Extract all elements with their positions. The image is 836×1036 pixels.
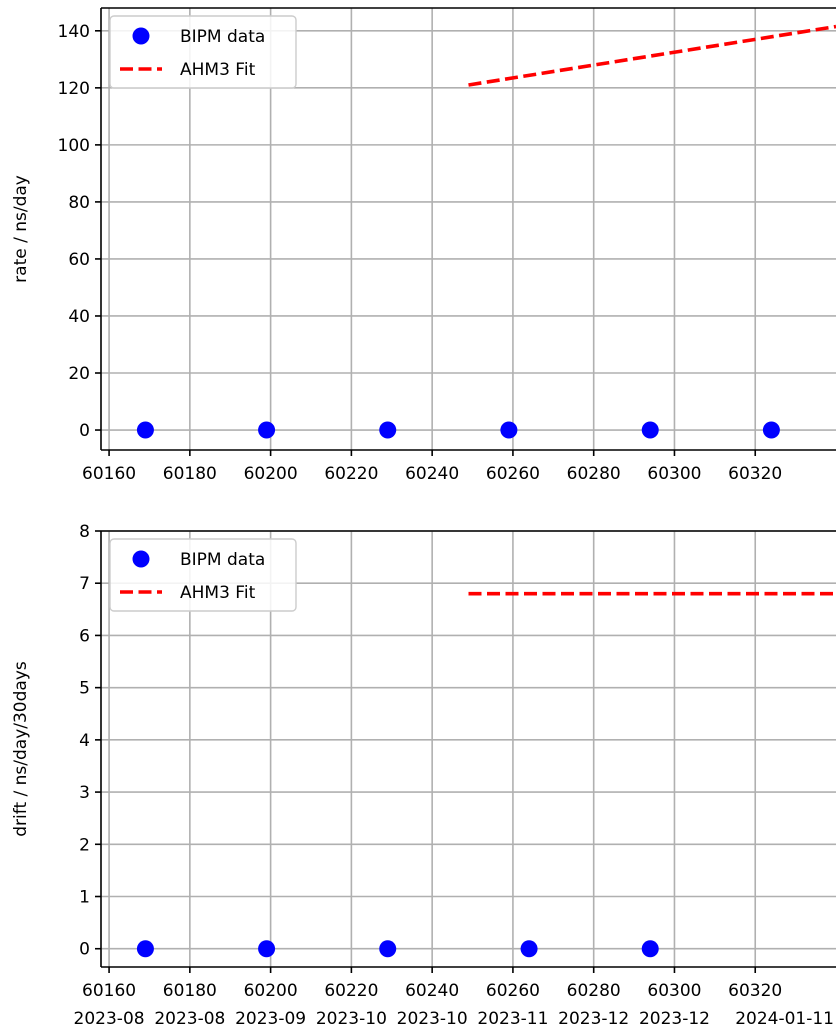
y-tick-label: 5	[79, 679, 90, 699]
x-date-label: 2023-09	[235, 1009, 306, 1029]
x-tick-label: 60240	[405, 981, 459, 1001]
legend: BIPM data AHM3 Fit	[109, 538, 297, 612]
x-tick-label: 60180	[163, 981, 217, 1001]
x-tick-label: 60180	[163, 464, 217, 484]
plot-area	[136, 24, 836, 439]
data-point	[762, 421, 780, 439]
x-tick-label: 60300	[647, 981, 701, 1001]
x-date-label: 2023-11	[477, 1009, 548, 1029]
x-tick-label: 60280	[567, 981, 621, 1001]
y-tick-label: 6	[79, 626, 90, 646]
data-point	[136, 421, 154, 439]
chart-panel-2: 0 1 2 3 4 5 6 7 8 60160 2023-08 60180 2023-08 60200 20…	[11, 522, 836, 1029]
x-tick-label: 60260	[486, 464, 540, 484]
x-tick-label: 60160	[82, 981, 136, 1001]
y-tick-label: 0	[79, 421, 90, 441]
y-tick-label: 2	[79, 835, 90, 855]
y-tick-label: 100	[58, 136, 90, 156]
x-tick-label: 60220	[324, 464, 378, 484]
plot-area	[136, 591, 836, 958]
y-tick-label: 0	[79, 940, 90, 960]
data-point	[258, 421, 276, 439]
data-point	[258, 940, 276, 958]
legend-label: AHM3 Fit	[180, 60, 256, 80]
x-tick-label: 60300	[647, 464, 701, 484]
data-point	[641, 940, 659, 958]
legend-box	[109, 538, 297, 612]
x-tick-label: 60260	[486, 981, 540, 1001]
x-date-label: 2023-08	[74, 1009, 145, 1029]
y-tick-label: 80	[68, 193, 90, 213]
data-point	[379, 421, 397, 439]
y-tick-label: 140	[58, 22, 90, 42]
legend: BIPM data AHM3 Fit	[109, 15, 297, 89]
data-point	[500, 421, 518, 439]
legend-box	[109, 15, 297, 89]
y-tick-label: 8	[79, 522, 90, 542]
legend-marker-data	[132, 27, 150, 45]
data-point	[379, 940, 397, 958]
y-tick-label: 60	[68, 250, 90, 270]
y-tick-label: 4	[79, 731, 90, 751]
y-tick-label: 3	[79, 783, 90, 803]
y-axis-label: rate / ns/day	[11, 175, 31, 283]
x-date-label: 2023-10	[397, 1009, 468, 1029]
x-date-label: 2023-08	[154, 1009, 225, 1029]
x-tick-label: 60320	[728, 464, 782, 484]
y-tick-label: 7	[79, 574, 90, 594]
x-date-label: 2024-01-11	[735, 1009, 834, 1029]
x-tick-label: 60280	[567, 464, 621, 484]
data-point	[641, 421, 659, 439]
fit-line	[468, 24, 836, 87]
y-tick-label: 120	[58, 79, 90, 99]
x-tick-label: 60200	[244, 981, 298, 1001]
chart-panel-1: 0 20 40 60 80 100 120 140 60160 60180 60200 60220 60…	[11, 7, 836, 484]
x-tick-label: 60240	[405, 464, 459, 484]
x-tick-label: 60200	[244, 464, 298, 484]
legend-label: BIPM data	[180, 27, 265, 47]
legend-label: AHM3 Fit	[180, 583, 256, 603]
x-date-label: 2023-12	[558, 1009, 629, 1029]
data-point	[136, 940, 154, 958]
y-tick-label: 40	[68, 307, 90, 327]
legend-marker-data	[132, 550, 150, 568]
x-date-label: 2023-10	[316, 1009, 387, 1029]
x-date-label: 2023-12	[639, 1009, 710, 1029]
x-tick-label: 60160	[82, 464, 136, 484]
data-point	[520, 940, 538, 958]
y-tick-label: 1	[79, 888, 90, 908]
x-tick-label: 60320	[728, 981, 782, 1001]
y-axis-label: drift / ns/day/30days	[11, 661, 31, 837]
x-tick-label: 60220	[324, 981, 378, 1001]
y-tick-label: 20	[68, 364, 90, 384]
legend-label: BIPM data	[180, 550, 265, 570]
